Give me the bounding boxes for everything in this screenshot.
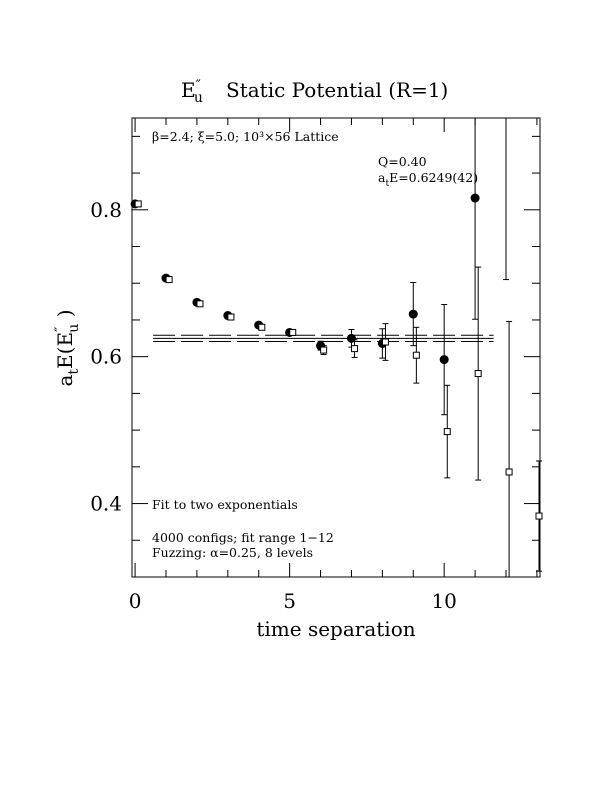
data-point-square bbox=[535, 512, 543, 520]
energy-sub: t bbox=[385, 179, 389, 189]
ylabel-a: a bbox=[53, 375, 77, 387]
fit-lines bbox=[153, 334, 494, 342]
data-point-circle bbox=[470, 193, 480, 203]
axis-ticks bbox=[132, 118, 540, 578]
data-point-square bbox=[381, 338, 389, 346]
y-tick-label: 0.8 bbox=[90, 198, 122, 222]
fit-annotation: Fit to two exponentials bbox=[152, 497, 298, 512]
data-markers bbox=[130, 193, 543, 520]
y-tick-label: 0.4 bbox=[90, 492, 122, 516]
data-point-square bbox=[258, 323, 266, 331]
title-sub: u bbox=[194, 90, 203, 106]
q-annotation: Q=0.40 bbox=[378, 154, 427, 169]
data-point-circle bbox=[408, 309, 418, 319]
data-point-square bbox=[505, 468, 513, 476]
data-point-square bbox=[227, 313, 235, 321]
title-main: E bbox=[181, 78, 196, 102]
y-tick-label: 0.6 bbox=[90, 345, 122, 369]
data-point-square bbox=[289, 328, 297, 336]
title-prime: ″ bbox=[196, 78, 201, 94]
data-point-square bbox=[443, 428, 451, 436]
fuzzing-annotation: Fuzzing: α=0.25, 8 levels bbox=[152, 545, 313, 560]
data-point-circle bbox=[346, 333, 356, 343]
energy-value: E=0.6249(42) bbox=[389, 170, 478, 185]
tick-labels: 0 5 10 0.4 0.6 0.8 bbox=[90, 198, 457, 613]
energy-prefix: a bbox=[378, 170, 386, 185]
configs-annotation: 4000 configs; fit range 1−12 bbox=[152, 530, 334, 545]
ylabel-u: u bbox=[66, 324, 82, 333]
data-point-circle bbox=[439, 355, 449, 365]
plot-frame bbox=[131, 117, 541, 578]
ylabel-E: E(E bbox=[53, 332, 77, 369]
x-axis-label: time separation bbox=[256, 617, 415, 641]
y-axis-label-text: atE(E″u ) bbox=[53, 309, 82, 386]
x-tick-label: 5 bbox=[283, 589, 296, 613]
data-point-square bbox=[351, 345, 359, 353]
title-rest: Static Potential (R=1) bbox=[226, 78, 448, 102]
ylabel-close: ) bbox=[53, 309, 77, 323]
x-tick-label: 0 bbox=[129, 589, 142, 613]
data-point-square bbox=[412, 351, 420, 359]
data-point-square bbox=[320, 346, 328, 354]
energy-annotation: atE=0.6249(42) bbox=[378, 170, 478, 189]
data-point-square bbox=[196, 300, 204, 308]
lattice-annotation: β=2.4; ξ=5.0; 10³×56 Lattice bbox=[152, 129, 339, 144]
chart-title: E″ u Static Potential (R=1) bbox=[181, 78, 448, 106]
data-point-square bbox=[474, 370, 482, 378]
data-point-square bbox=[165, 276, 173, 284]
x-tick-label: 10 bbox=[431, 589, 456, 613]
data-point-square bbox=[134, 200, 142, 208]
ylabel-prime: ″ bbox=[53, 327, 69, 332]
y-axis-label: atE(E″u ) bbox=[53, 309, 82, 386]
ylabel-t: t bbox=[66, 369, 82, 375]
